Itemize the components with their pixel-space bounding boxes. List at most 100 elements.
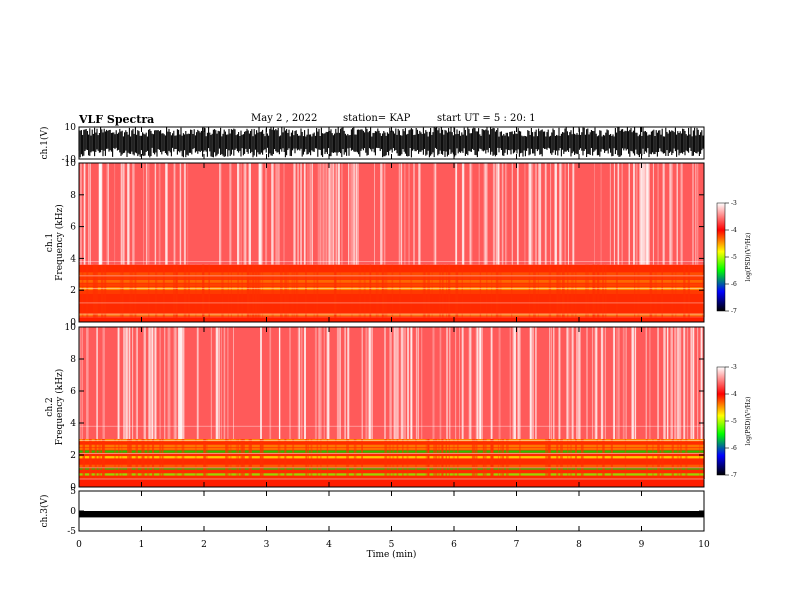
spectrum-band-streak [254,264,258,318]
spectrum-band-streak [661,439,664,479]
spectrum-band-streak [567,439,569,479]
spectrum-band-streak [183,264,187,318]
x-tick-label: 9 [639,540,645,550]
spectrum-band-streak [277,439,280,479]
spectrum-streak [106,163,108,265]
spectrum-band-streak [448,264,451,318]
spectrum-band-streak [661,264,663,318]
spectrum-band-streak [353,439,357,479]
spectrum-band-streak [81,264,84,318]
spectrum-streak [328,163,331,265]
spectrum-band-streak [484,439,487,479]
spectrum-band-streak [258,264,261,318]
spectrum-streak [591,327,593,439]
spectrum-band-streak [241,264,243,318]
spectrum-streak [303,163,306,265]
spectrum-band-streak [146,439,150,479]
spectrum-streak [87,327,89,439]
spectrum-band-streak [246,264,250,318]
spectrum-streak [271,163,274,265]
colorbar [716,366,726,476]
spectrum-band-streak [346,439,349,479]
spectrum-band-streak [128,439,131,479]
spectrum-streak [319,327,322,439]
spectrum-streak [353,163,356,265]
spectrum-band-streak [250,264,252,318]
spectrum-streak [532,327,534,439]
spectrum-streak [333,163,335,265]
spectrum-band-streak [500,439,503,479]
spectrum-band-streak [455,264,459,318]
spectrum-band-streak [482,439,485,479]
spectrum-band-streak [152,439,155,479]
spectrum-band-streak [361,439,363,479]
spectrum-band-streak [307,439,309,479]
spectrum-band-streak [248,439,251,479]
spectrum-streak [579,327,581,439]
spectrum-streak [259,163,262,265]
spectrum-band-streak [95,264,98,318]
spectrum-streak [148,163,150,265]
spectrum-band-streak [103,264,106,318]
spectrum-streak [114,163,116,265]
spectrum-streak [325,163,328,265]
spectrum-band-streak [384,439,387,479]
spectrum-band-streak [392,439,395,479]
spectrum-streak [618,327,620,439]
spectrum-streak [631,327,633,439]
spectrum-band-streak [675,264,677,318]
spectrum-band-streak [203,439,206,479]
spectrum-streak [173,327,175,439]
spectrum-streak [135,327,138,439]
spectrum-streak [261,163,263,265]
spectrum-streak [639,163,642,265]
spectrum-band-streak [603,439,605,479]
spectrum-streak [671,163,673,265]
spectrum-streak [352,163,354,265]
spectrum-streak [674,327,677,439]
y-tick-label: 4 [70,254,76,264]
spectrum-streak [301,163,302,265]
spectrum-streak [374,163,375,265]
spectrum-band-streak [596,439,598,479]
spectrum-band-streak [575,264,577,318]
spectrum-streak [101,163,103,265]
spectrum-band-streak [519,439,521,479]
spectrum-streak [258,163,261,265]
colorbar-label: log(PSD)(V²/Hz) [745,233,752,282]
spectrum-band-high [79,264,704,318]
spectrum-streak [535,327,537,439]
y-tick-label: 2 [70,451,76,461]
spectrum-streak [666,327,669,439]
spectrum-band-row [79,313,704,317]
spectrum-band-streak [221,264,224,318]
spectrum-streak [276,163,279,265]
spectrum-streak [639,163,642,265]
spectrum-streak [223,327,226,439]
spectrum-streak [86,327,88,439]
spectrum-streak [485,163,488,265]
spectrum-streak [323,327,325,439]
spectrum-streak [320,163,322,265]
spectrum-streak [338,163,340,265]
spectrum-band-row [79,456,704,459]
spectrum-streak [617,163,620,265]
spectrum-streak [259,163,262,265]
spectrum-band-row [79,467,704,470]
spectrum-streak [404,163,406,265]
spectrum-streak [544,163,547,265]
spectrum-streak [686,327,689,439]
spectrum-streak [229,163,232,265]
spectrum-band-streak [334,264,337,318]
colorbar-tick-label: -7 [731,472,737,479]
spectrum-band-streak [391,264,394,318]
spectrum-streak [143,327,146,439]
y-tick-label: 10 [65,123,77,133]
y-axis-label: ch.3(V) [39,495,50,528]
spectrum-band-streak [225,439,228,479]
spectrum-streak [154,163,157,265]
spectrum-band-streak [683,264,686,318]
spectrum-streak [275,163,278,265]
spectrum-band-streak [237,264,239,318]
spectrogram-2 [79,327,705,487]
